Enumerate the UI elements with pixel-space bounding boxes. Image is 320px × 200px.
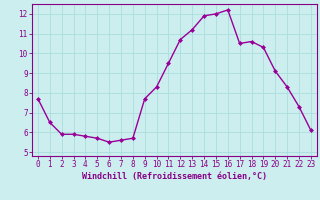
- X-axis label: Windchill (Refroidissement éolien,°C): Windchill (Refroidissement éolien,°C): [82, 172, 267, 181]
